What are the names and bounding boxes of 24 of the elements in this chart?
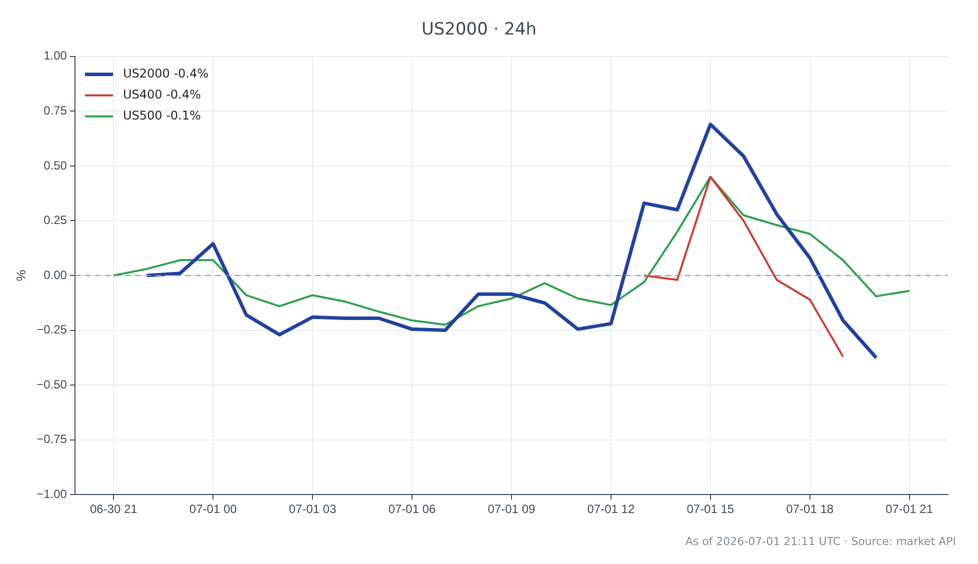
x-tick-label: 07-01 06 <box>388 502 436 516</box>
y-tick-label: 0.00 <box>44 268 68 282</box>
y-tick-label: 0.75 <box>44 103 68 118</box>
y-tick-label: 0.50 <box>44 158 68 172</box>
y-tick-label: −0.25 <box>36 322 68 337</box>
x-tick-label: 06-30 21 <box>90 502 138 516</box>
x-tick-label: 07-01 15 <box>686 502 734 516</box>
y-tick-label: −1.00 <box>36 486 68 501</box>
legend-label: US500 -0.1% <box>122 108 201 123</box>
chart-title: US2000 · 24h <box>421 20 537 40</box>
x-tick-label: 07-01 00 <box>189 502 238 516</box>
x-tick-label: 07-01 12 <box>587 502 635 516</box>
y-axis-title: % <box>13 269 28 282</box>
x-tick-label: 07-01 21 <box>886 502 934 516</box>
legend-label: US400 -0.4% <box>122 88 201 102</box>
y-tick-label: 0.25 <box>44 213 68 228</box>
text: As of 2026-07-01 21:11 UTC · Source: market API <box>685 535 956 548</box>
x-tick-label: 07-01 18 <box>786 502 834 516</box>
legend-label: US2000 -0.4% <box>122 66 209 81</box>
y-tick-label: −0.75 <box>36 432 68 446</box>
y-tick-label: 1.00 <box>44 48 68 63</box>
x-tick-label: 07-01 03 <box>288 502 337 516</box>
y-tick-label: −0.50 <box>36 377 68 392</box>
x-tick-label: 07-01 09 <box>488 502 536 516</box>
